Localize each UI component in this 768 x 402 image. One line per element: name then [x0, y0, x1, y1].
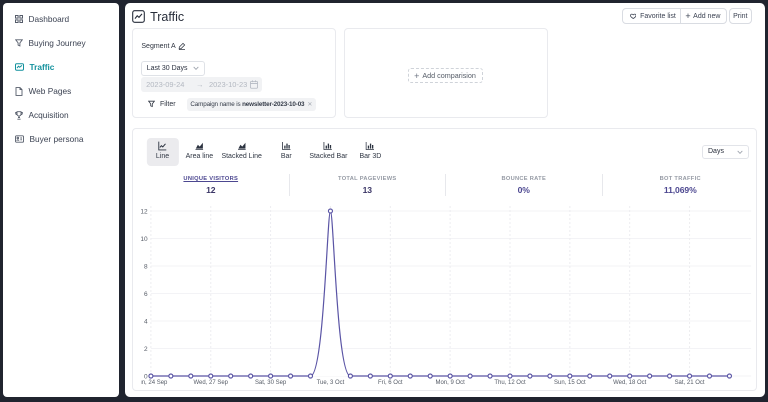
svg-text:Sat, 21 Oct: Sat, 21 Oct — [675, 380, 705, 386]
svg-text:Sun, 24 Sep: Sun, 24 Sep — [141, 380, 168, 386]
svg-text:Wed, 18 Oct: Wed, 18 Oct — [614, 380, 647, 386]
svg-text:Mon, 9 Oct: Mon, 9 Oct — [436, 380, 466, 386]
svg-text:12: 12 — [141, 208, 148, 215]
svg-text:2: 2 — [144, 346, 148, 353]
svg-text:0: 0 — [144, 373, 148, 380]
svg-text:Wed, 27 Sep: Wed, 27 Sep — [194, 380, 229, 386]
svg-text:4: 4 — [144, 318, 148, 325]
svg-text:8: 8 — [144, 263, 148, 270]
svg-text:Sat, 30 Sep: Sat, 30 Sep — [255, 380, 287, 386]
svg-text:Tue, 3 Oct: Tue, 3 Oct — [317, 380, 345, 386]
svg-text:10: 10 — [141, 236, 148, 243]
svg-text:Fri, 6 Oct: Fri, 6 Oct — [378, 380, 403, 386]
svg-text:Sun, 15 Oct: Sun, 15 Oct — [554, 380, 586, 386]
svg-text:Thu, 12 Oct: Thu, 12 Oct — [495, 380, 527, 386]
svg-text:6: 6 — [144, 291, 148, 298]
